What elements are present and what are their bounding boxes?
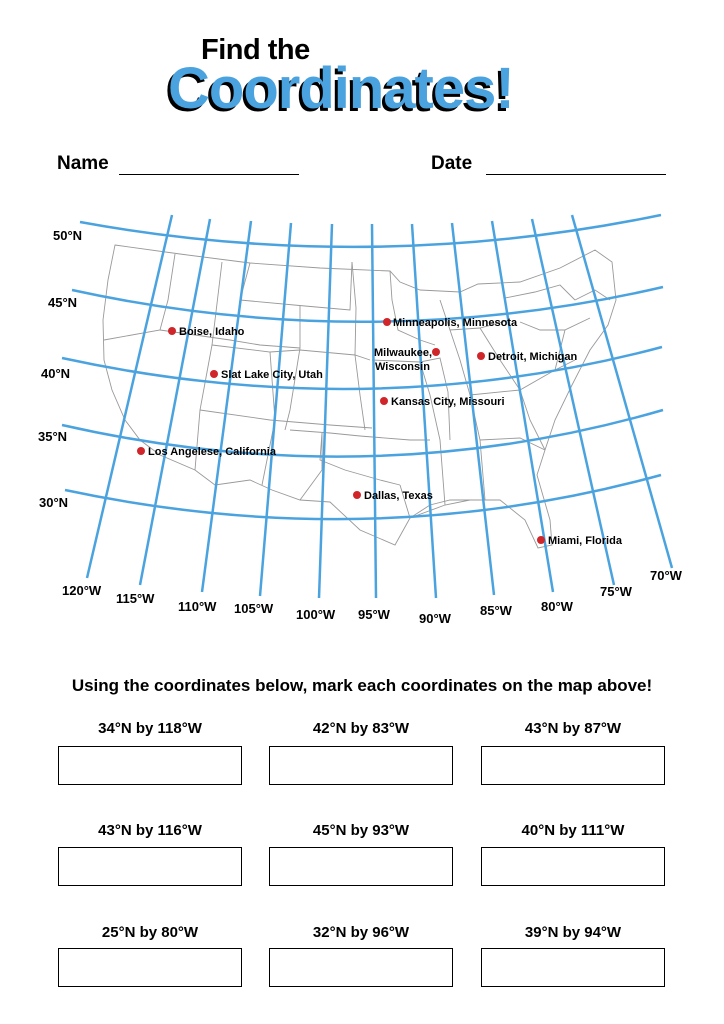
city-dot-kansas-city[interactable] <box>380 397 388 405</box>
parallel-45n <box>71 285 664 324</box>
lon-label-120w: 120°W <box>62 583 102 598</box>
city-label-dallas: Dallas, Texas <box>364 490 433 502</box>
answer-box[interactable] <box>481 847 665 886</box>
lat-label-45n: 45°N <box>48 295 77 310</box>
parallel-35n <box>61 408 664 458</box>
lon-label-80w: 80°W <box>541 599 574 614</box>
lon-label-105w: 105°W <box>234 601 274 616</box>
city-dot-detroit[interactable] <box>477 352 485 360</box>
lon-label-110w: 110°W <box>178 599 217 614</box>
city-label-minneapolis: Minneapolis, Minnesota <box>393 317 518 329</box>
city-label-miami: Miami, Florida <box>548 535 623 547</box>
lon-label-90w: 90°W <box>419 611 452 626</box>
city-label-salt-lake-city: Slat Lake City, Utah <box>221 369 323 381</box>
lon-label-115w: 115°W <box>116 591 155 606</box>
city-dot-boise[interactable] <box>168 327 176 335</box>
answer-box[interactable] <box>481 746 665 785</box>
city-dot-minneapolis[interactable] <box>383 318 391 326</box>
lon-label-70w: 70°W <box>650 568 683 583</box>
city-dot-salt-lake-city[interactable] <box>210 370 218 378</box>
exercise-label: 39°N by 94°W <box>524 924 622 941</box>
lat-label-50n: 50°N <box>53 228 82 243</box>
answer-box[interactable] <box>58 948 242 987</box>
meridian-95w <box>370 223 378 599</box>
parallel-40n <box>61 345 663 391</box>
parallel-30n <box>64 473 662 521</box>
meridian-70w <box>570 214 674 569</box>
longitude-lines <box>85 214 674 599</box>
exercise-label: 45°N by 93°W <box>312 822 410 839</box>
instruction-text: Using the coordinates below, mark each c… <box>71 676 653 695</box>
exercise-label: 42°N by 83°W <box>312 720 410 737</box>
lon-label-95w: 95°W <box>358 607 391 622</box>
exercise-label: 32°N by 96°W <box>312 924 410 941</box>
city-label-kansas-city: Kansas City, Missouri <box>391 396 505 408</box>
date-line[interactable] <box>486 174 666 175</box>
exercise-label: 25°N by 80°W <box>101 924 199 941</box>
answer-box[interactable] <box>58 746 242 785</box>
meridian-120w <box>85 214 174 579</box>
city-label-los-angeles: Los Angelese, California <box>148 446 277 458</box>
answer-box[interactable] <box>58 847 242 886</box>
meridian-85w <box>450 222 496 596</box>
meridian-75w <box>530 218 616 586</box>
exercise-label: 34°N by 118°W <box>98 720 202 737</box>
answer-box[interactable] <box>269 847 453 886</box>
name-label: Name <box>57 153 109 174</box>
lon-label-75w: 75°W <box>600 584 633 599</box>
meridian-115w <box>138 218 212 586</box>
us-map[interactable]: 50°N 45°N 40°N 35°N 30°N 120°W 115°W 110… <box>0 200 724 640</box>
city-dot-milwaukee[interactable] <box>432 348 440 356</box>
latitude-lines <box>61 213 664 521</box>
date-label: Date <box>431 153 473 174</box>
exercise-label: 40°N by 111°W <box>521 822 625 839</box>
city-label-detroit: Detroit, Michigan <box>488 351 578 363</box>
exercise-label: 43°N by 87°W <box>524 720 622 737</box>
city-label-milwaukee: Milwaukee, <box>374 347 432 359</box>
us-outline <box>102 244 617 549</box>
city-dot-miami[interactable] <box>537 536 545 544</box>
title-find-the: Find the <box>201 34 310 66</box>
meridian-100w <box>317 223 334 599</box>
answer-box[interactable] <box>481 948 665 987</box>
lat-label-35n: 35°N <box>38 429 67 444</box>
answer-box[interactable] <box>269 948 453 987</box>
answer-box[interactable] <box>269 746 453 785</box>
lon-label-100w: 100°W <box>296 607 336 622</box>
meridian-80w <box>490 220 555 593</box>
lat-label-40n: 40°N <box>41 366 70 381</box>
city-dot-los-angeles[interactable] <box>137 447 145 455</box>
meridian-110w <box>200 220 253 593</box>
lon-label-85w: 85°W <box>480 603 513 618</box>
exercise-label: 43°N by 116°W <box>98 822 202 839</box>
name-line[interactable] <box>119 174 299 175</box>
title-coordinates: Coordinates! <box>168 56 515 121</box>
parallel-50n <box>79 213 662 249</box>
city-label-wisconsin: Wisconsin <box>375 361 430 373</box>
meridian-105w <box>258 222 293 597</box>
lat-label-30n: 30°N <box>39 495 68 510</box>
city-dot-dallas[interactable] <box>353 491 361 499</box>
city-label-boise: Boise, Idaho <box>179 326 245 338</box>
meridian-90w <box>410 223 438 599</box>
